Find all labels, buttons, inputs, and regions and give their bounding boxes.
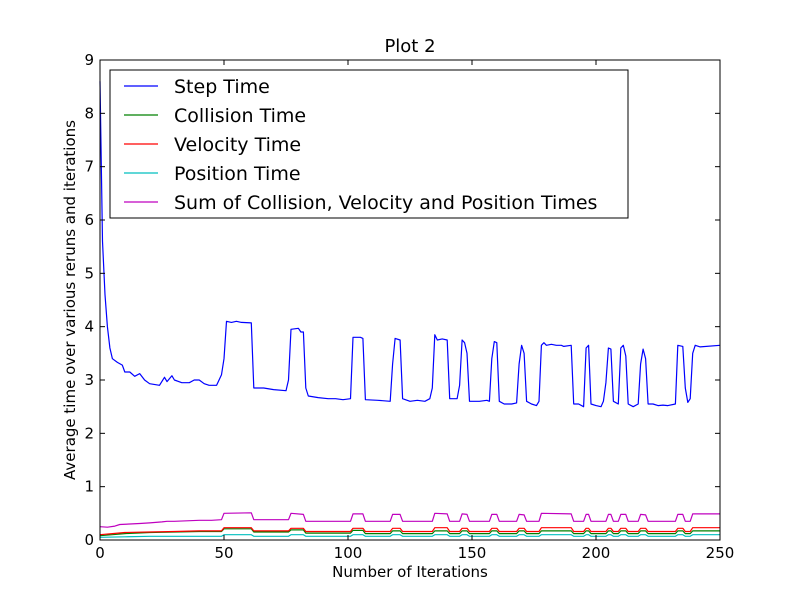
y-tick-label: 5: [84, 264, 94, 282]
axis-ticks: 0 50 100 150 200 250 0 1 2 3 4 5 6 7 8 9: [84, 51, 734, 562]
series-layer: [99, 81, 721, 538]
legend-label: Sum of Collision, Velocity and Position …: [174, 192, 597, 214]
y-tick-label: 9: [84, 51, 94, 69]
legend: Step Time Collision Time Velocity Time Posi…: [109, 69, 629, 219]
legend-frame: [109, 69, 629, 219]
x-tick-label: 150: [458, 544, 487, 562]
y-axis-label: Average time over various reruns and ite…: [61, 120, 79, 480]
series-line-3: [99, 527, 720, 536]
series-line-4: [99, 534, 720, 538]
x-tick-label: 250: [706, 544, 735, 562]
y-tick-label: 4: [84, 318, 94, 336]
plot-area-frame: [99, 59, 721, 541]
series-line-2: [99, 528, 720, 537]
x-tick-label: 50: [214, 544, 233, 562]
y-tick-label: 0: [84, 531, 94, 549]
chart-title: Plot 2: [384, 36, 435, 57]
series-line-1: [99, 81, 721, 408]
legend-label: Collision Time: [174, 105, 306, 127]
y-tick-label: 3: [84, 371, 94, 389]
y-tick-label: 1: [84, 478, 94, 496]
x-tick-label: 100: [334, 544, 363, 562]
legend-label: Step Time: [174, 76, 270, 98]
x-tick-label: 200: [582, 544, 611, 562]
legend-label: Position Time: [174, 163, 301, 185]
series-line-5: [99, 512, 720, 528]
y-tick-label: 7: [84, 158, 94, 176]
y-tick-label: 8: [84, 104, 94, 122]
y-tick-label: 2: [84, 424, 94, 442]
y-tick-label: 6: [84, 211, 94, 229]
x-tick-label: 0: [95, 544, 105, 562]
x-axis-label: Number of Iterations: [332, 563, 488, 581]
legend-label: Velocity Time: [174, 134, 301, 156]
